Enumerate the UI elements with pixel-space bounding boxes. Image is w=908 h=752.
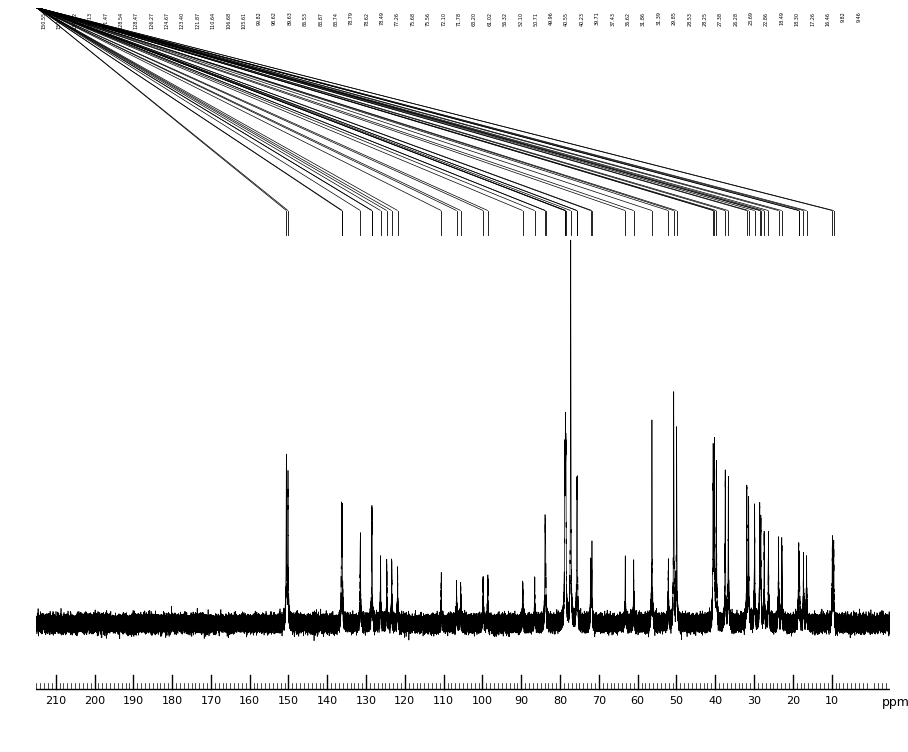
Text: 180: 180 [162,696,183,706]
Text: 75.56: 75.56 [426,11,431,26]
Text: 150.55: 150.55 [42,11,46,29]
Text: 50: 50 [669,696,684,706]
Text: 78.49: 78.49 [380,11,385,26]
Text: 40.55: 40.55 [564,11,569,26]
Text: ppm: ppm [882,696,908,709]
Text: 123.40: 123.40 [180,11,185,29]
Text: 136.32: 136.32 [73,11,77,29]
Text: 77.26: 77.26 [395,11,400,26]
Text: 10: 10 [824,696,839,706]
Text: 37.43: 37.43 [610,11,616,26]
Text: 100: 100 [472,696,493,706]
Text: 80: 80 [553,696,568,706]
Text: 83.74: 83.74 [333,11,339,26]
Text: 140: 140 [317,696,338,706]
Text: 70: 70 [592,696,606,706]
Text: 28.25: 28.25 [703,11,707,26]
Text: 56.32: 56.32 [503,11,508,26]
Text: 31.86: 31.86 [641,11,646,26]
Text: 18.30: 18.30 [794,11,800,26]
Text: 105.61: 105.61 [242,11,246,29]
Text: 39.71: 39.71 [595,11,600,26]
Text: 49.96: 49.96 [548,11,554,26]
Text: 121.87: 121.87 [195,11,201,29]
Text: 200: 200 [84,696,105,706]
Text: 71.78: 71.78 [457,11,461,26]
Text: 29.85: 29.85 [672,11,676,26]
Text: 50.71: 50.71 [534,11,538,26]
Text: 120: 120 [394,696,416,706]
Text: 170: 170 [201,696,222,706]
Text: 131.47: 131.47 [104,11,108,29]
Text: 30: 30 [747,696,761,706]
Text: 40: 40 [708,696,723,706]
Text: 83.87: 83.87 [319,11,323,26]
Text: 136.13: 136.13 [88,11,93,29]
Text: 9.46: 9.46 [856,11,862,23]
Text: 210: 210 [45,696,66,706]
Text: 18.49: 18.49 [779,11,785,26]
Text: 40.23: 40.23 [579,11,585,26]
Text: 98.62: 98.62 [272,11,277,26]
Text: 23.69: 23.69 [749,11,754,26]
Text: 126.27: 126.27 [149,11,154,29]
Text: 75.68: 75.68 [410,11,416,26]
Text: 63.20: 63.20 [472,11,477,26]
Text: 99.82: 99.82 [257,11,262,26]
Text: 22.86: 22.86 [764,11,769,26]
Text: 27.38: 27.38 [718,11,723,26]
Text: 28.53: 28.53 [687,11,692,26]
Text: 72.10: 72.10 [441,11,446,26]
Text: 17.26: 17.26 [810,11,815,26]
Text: 130: 130 [356,696,377,706]
Text: 20: 20 [785,696,800,706]
Text: 78.62: 78.62 [364,11,370,26]
Text: 9.82: 9.82 [841,11,846,23]
Text: 128.54: 128.54 [118,11,123,29]
Text: 31.39: 31.39 [656,11,661,26]
Text: 110.64: 110.64 [211,11,216,29]
Text: 150.13: 150.13 [57,11,62,29]
Text: 106.68: 106.68 [226,11,231,29]
Text: 16.46: 16.46 [825,11,831,26]
Text: 190: 190 [123,696,143,706]
Text: 36.62: 36.62 [626,11,631,26]
Text: 26.28: 26.28 [734,11,738,26]
Text: 61.02: 61.02 [488,11,492,26]
Text: 78.79: 78.79 [349,11,354,26]
Text: 124.67: 124.67 [164,11,170,29]
Text: 60: 60 [631,696,645,706]
Text: 52.10: 52.10 [518,11,523,26]
Text: 160: 160 [239,696,261,706]
Text: 128.47: 128.47 [133,11,139,29]
Text: 86.53: 86.53 [303,11,308,26]
Text: 150: 150 [278,696,299,706]
Text: 110: 110 [433,696,454,706]
Text: 89.63: 89.63 [288,11,292,26]
Text: 90: 90 [514,696,528,706]
